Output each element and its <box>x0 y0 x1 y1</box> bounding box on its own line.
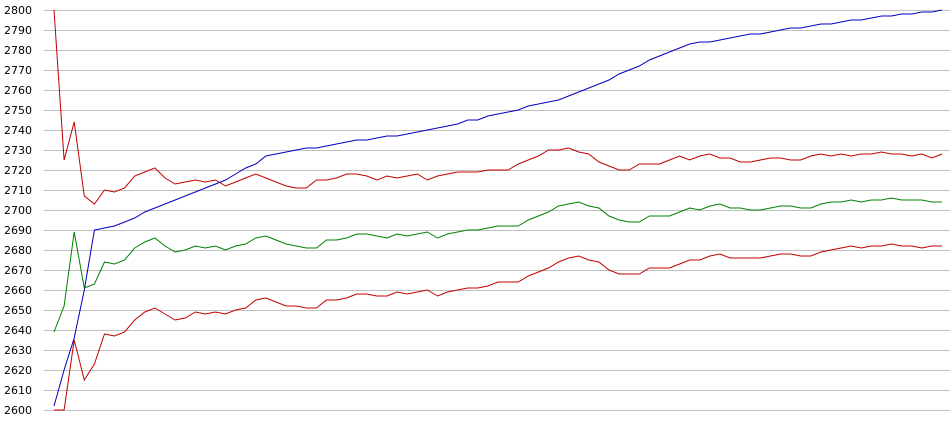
y-tick-label: 2700 <box>4 204 32 217</box>
y-tick-label: 2760 <box>4 84 32 97</box>
y-tick-label: 2670 <box>4 264 32 277</box>
y-tick-label: 2660 <box>4 284 32 297</box>
y-tick-label: 2750 <box>4 104 32 117</box>
y-tick-label: 2600 <box>4 404 32 417</box>
y-tick-label: 2620 <box>4 364 32 377</box>
y-tick-label: 2720 <box>4 164 32 177</box>
y-tick-label: 2610 <box>4 384 32 397</box>
y-tick-label: 2800 <box>4 4 32 17</box>
y-tick-label: 2710 <box>4 184 32 197</box>
y-tick-label: 2790 <box>4 24 32 37</box>
y-tick-label: 2640 <box>4 324 32 337</box>
y-axis-labels: 2800 2790 2780 2770 2760 2750 2740 2730 2720 2710… <box>4 4 32 417</box>
series-lines <box>53 9 943 411</box>
y-tick-label: 2780 <box>4 44 32 57</box>
y-tick-label: 2740 <box>4 124 32 137</box>
y-tick-label: 2680 <box>4 244 32 257</box>
series-line-3 <box>53 197 942 333</box>
series-line-4 <box>54 243 942 411</box>
gridlines <box>44 10 950 411</box>
y-tick-label: 2690 <box>4 224 32 237</box>
y-tick-label: 2630 <box>4 344 32 357</box>
y-tick-label: 2730 <box>4 144 32 157</box>
y-tick-label: 2770 <box>4 64 32 77</box>
y-tick-label: 2650 <box>4 304 32 317</box>
series-line-2 <box>53 9 943 205</box>
series-line-1 <box>53 9 943 407</box>
